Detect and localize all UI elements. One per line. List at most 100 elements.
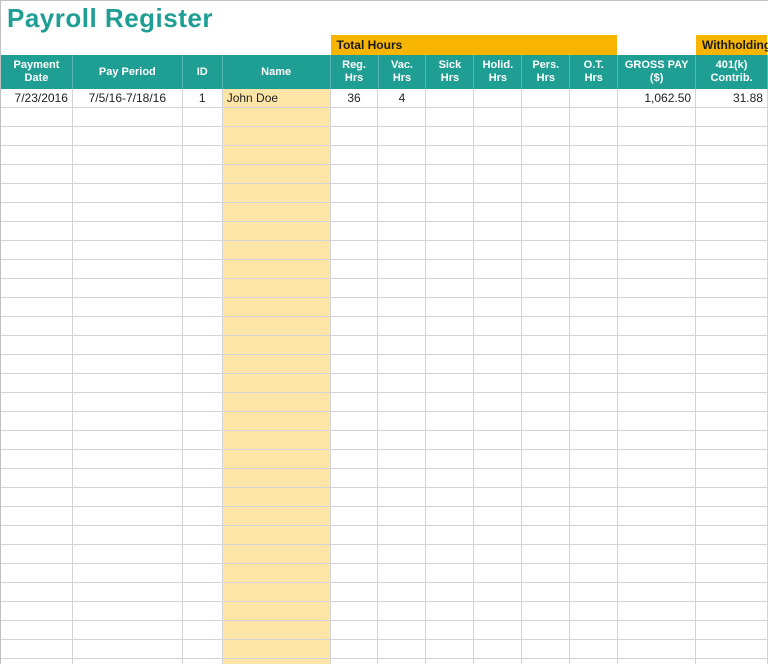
cell-pay_period[interactable] — [73, 146, 183, 165]
cell-ot_hrs[interactable] — [570, 374, 618, 393]
column-header-ot_hrs[interactable]: O.T.Hrs — [570, 55, 618, 89]
table-row[interactable] — [1, 108, 768, 127]
cell-k401[interactable] — [696, 317, 768, 336]
cell-reg_hrs[interactable] — [331, 412, 379, 431]
cell-holid_hrs[interactable] — [474, 602, 522, 621]
cell-vac_hrs[interactable] — [378, 621, 426, 640]
cell-reg_hrs[interactable] — [331, 184, 379, 203]
cell-holid_hrs[interactable] — [474, 507, 522, 526]
cell-holid_hrs[interactable] — [474, 374, 522, 393]
cell-gross_pay[interactable] — [618, 127, 696, 146]
cell-pay_period[interactable] — [73, 279, 183, 298]
cell-holid_hrs[interactable] — [474, 279, 522, 298]
cell-pay_period[interactable] — [73, 355, 183, 374]
cell-sick_hrs[interactable] — [426, 412, 474, 431]
cell-pay_period[interactable] — [73, 260, 183, 279]
cell-pers_hrs[interactable] — [522, 279, 570, 298]
cell-k401[interactable] — [696, 355, 768, 374]
cell-k401[interactable] — [696, 431, 768, 450]
cell-gross_pay[interactable] — [618, 279, 696, 298]
cell-pay_period[interactable] — [73, 431, 183, 450]
cell-reg_hrs[interactable] — [331, 621, 379, 640]
cell-reg_hrs[interactable] — [331, 564, 379, 583]
cell-id[interactable] — [183, 488, 223, 507]
cell-ot_hrs[interactable] — [570, 108, 618, 127]
cell-sick_hrs[interactable] — [426, 222, 474, 241]
cell-id[interactable] — [183, 298, 223, 317]
cell-id[interactable] — [183, 279, 223, 298]
cell-name[interactable] — [223, 374, 331, 393]
cell-id[interactable] — [183, 583, 223, 602]
cell-id[interactable] — [183, 526, 223, 545]
cell-vac_hrs[interactable] — [378, 393, 426, 412]
cell-ot_hrs[interactable] — [570, 602, 618, 621]
cell-payment_date[interactable] — [1, 640, 73, 659]
cell-reg_hrs[interactable] — [331, 279, 379, 298]
cell-id[interactable] — [183, 564, 223, 583]
cell-k401[interactable] — [696, 564, 768, 583]
cell-id[interactable] — [183, 507, 223, 526]
cell-sick_hrs[interactable] — [426, 203, 474, 222]
cell-holid_hrs[interactable] — [474, 526, 522, 545]
cell-holid_hrs[interactable] — [474, 260, 522, 279]
cell-reg_hrs[interactable] — [331, 488, 379, 507]
cell-gross_pay[interactable] — [618, 450, 696, 469]
cell-payment_date[interactable] — [1, 526, 73, 545]
cell-vac_hrs[interactable] — [378, 526, 426, 545]
cell-ot_hrs[interactable] — [570, 450, 618, 469]
cell-sick_hrs[interactable] — [426, 659, 474, 664]
table-row[interactable] — [1, 203, 768, 222]
cell-holid_hrs[interactable] — [474, 146, 522, 165]
cell-pay_period[interactable] — [73, 412, 183, 431]
cell-payment_date[interactable] — [1, 564, 73, 583]
cell-sick_hrs[interactable] — [426, 165, 474, 184]
cell-pers_hrs[interactable] — [522, 488, 570, 507]
cell-id[interactable] — [183, 222, 223, 241]
cell-vac_hrs[interactable] — [378, 317, 426, 336]
table-row[interactable] — [1, 184, 768, 203]
table-row[interactable] — [1, 450, 768, 469]
cell-holid_hrs[interactable] — [474, 203, 522, 222]
cell-k401[interactable] — [696, 412, 768, 431]
cell-reg_hrs[interactable] — [331, 203, 379, 222]
cell-payment_date[interactable] — [1, 184, 73, 203]
cell-pers_hrs[interactable] — [522, 203, 570, 222]
cell-sick_hrs[interactable] — [426, 184, 474, 203]
column-header-id[interactable]: ID — [183, 55, 223, 89]
cell-payment_date[interactable] — [1, 260, 73, 279]
cell-payment_date[interactable] — [1, 412, 73, 431]
table-row[interactable] — [1, 336, 768, 355]
cell-pay_period[interactable] — [73, 241, 183, 260]
cell-vac_hrs[interactable] — [378, 336, 426, 355]
cell-sick_hrs[interactable] — [426, 583, 474, 602]
cell-holid_hrs[interactable] — [474, 165, 522, 184]
cell-id[interactable] — [183, 621, 223, 640]
cell-name[interactable] — [223, 298, 331, 317]
cell-k401[interactable] — [696, 640, 768, 659]
cell-pers_hrs[interactable] — [522, 545, 570, 564]
cell-pers_hrs[interactable] — [522, 602, 570, 621]
cell-sick_hrs[interactable] — [426, 298, 474, 317]
cell-name[interactable] — [223, 260, 331, 279]
cell-name[interactable] — [223, 659, 331, 664]
cell-reg_hrs[interactable] — [331, 640, 379, 659]
cell-k401[interactable] — [696, 260, 768, 279]
cell-holid_hrs[interactable] — [474, 583, 522, 602]
cell-sick_hrs[interactable] — [426, 545, 474, 564]
cell-pers_hrs[interactable] — [522, 583, 570, 602]
cell-vac_hrs[interactable] — [378, 279, 426, 298]
cell-id[interactable] — [183, 602, 223, 621]
cell-id[interactable] — [183, 127, 223, 146]
cell-sick_hrs[interactable] — [426, 431, 474, 450]
cell-holid_hrs[interactable] — [474, 621, 522, 640]
cell-vac_hrs[interactable]: 4 — [378, 89, 426, 108]
cell-gross_pay[interactable] — [618, 640, 696, 659]
cell-name[interactable] — [223, 393, 331, 412]
cell-ot_hrs[interactable] — [570, 89, 618, 108]
cell-holid_hrs[interactable] — [474, 488, 522, 507]
cell-id[interactable] — [183, 393, 223, 412]
column-header-k401[interactable]: 401(k)Contrib. — [696, 55, 768, 89]
cell-gross_pay[interactable] — [618, 298, 696, 317]
cell-id[interactable] — [183, 412, 223, 431]
cell-sick_hrs[interactable] — [426, 336, 474, 355]
